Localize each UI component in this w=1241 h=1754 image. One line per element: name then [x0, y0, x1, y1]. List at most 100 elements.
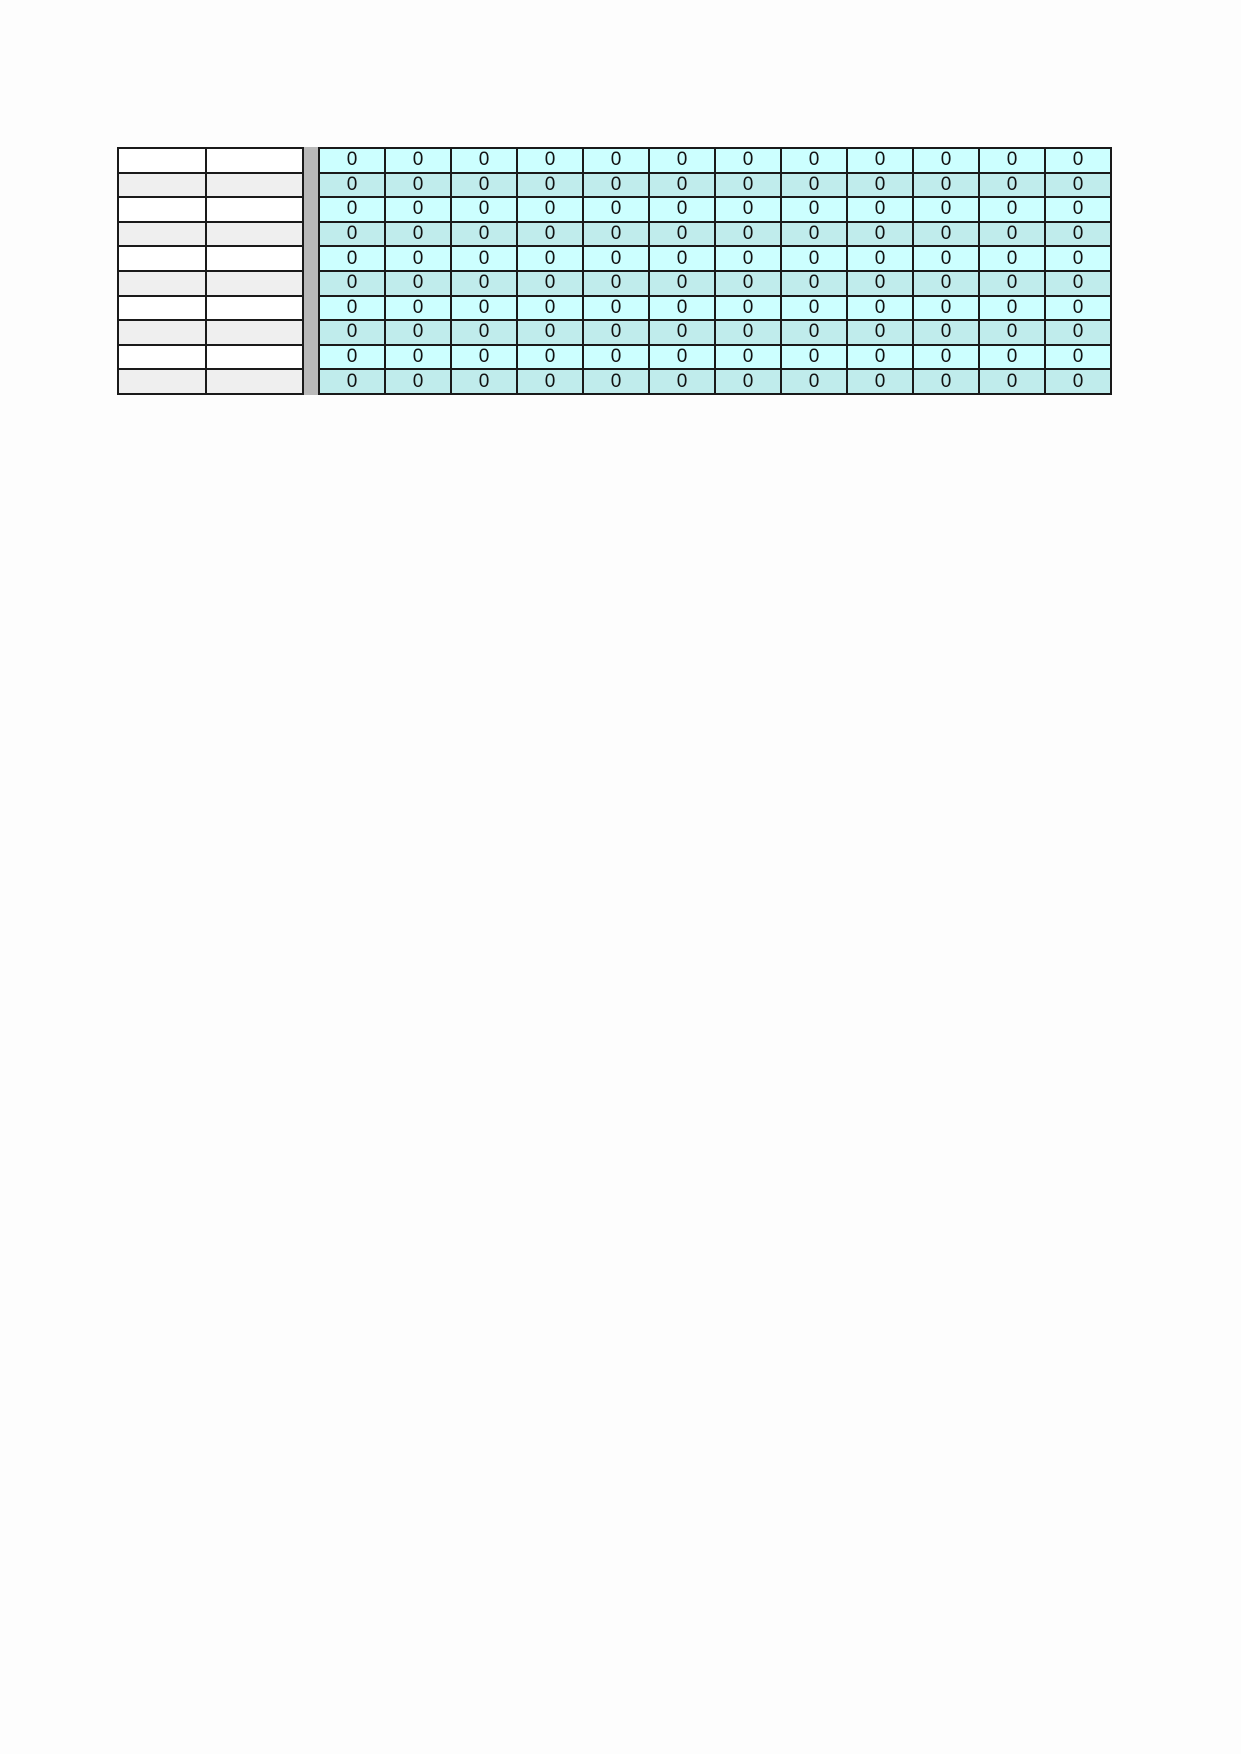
- value-cell[interactable]: 0: [582, 220, 650, 248]
- value-cell[interactable]: 0: [450, 294, 518, 322]
- value-cell[interactable]: 0: [516, 319, 584, 346]
- value-cell[interactable]: 0: [318, 147, 386, 174]
- value-cell[interactable]: 0: [1044, 220, 1112, 248]
- value-cell[interactable]: 0: [318, 196, 386, 223]
- value-cell[interactable]: 0: [912, 294, 980, 322]
- value-cell[interactable]: 0: [648, 220, 716, 248]
- value-cell[interactable]: 0: [780, 171, 848, 199]
- value-cell[interactable]: 0: [1044, 147, 1112, 174]
- value-cell[interactable]: 0: [516, 343, 584, 371]
- value-cell[interactable]: 0: [714, 196, 782, 223]
- label-cell[interactable]: [117, 245, 207, 272]
- value-cell[interactable]: 0: [450, 147, 518, 174]
- label-cell[interactable]: [205, 147, 304, 174]
- value-cell[interactable]: 0: [780, 368, 848, 395]
- value-cell[interactable]: 0: [846, 147, 914, 174]
- label-cell[interactable]: [117, 368, 207, 395]
- value-cell[interactable]: 0: [714, 220, 782, 248]
- value-cell[interactable]: 0: [714, 294, 782, 322]
- label-cell[interactable]: [205, 245, 304, 272]
- value-cell[interactable]: 0: [582, 245, 650, 272]
- value-cell[interactable]: 0: [714, 171, 782, 199]
- value-cell[interactable]: 0: [582, 294, 650, 322]
- value-cell[interactable]: 0: [714, 319, 782, 346]
- value-cell[interactable]: 0: [648, 294, 716, 322]
- value-cell[interactable]: 0: [912, 245, 980, 272]
- value-cell[interactable]: 0: [978, 269, 1046, 297]
- value-cell[interactable]: 0: [978, 343, 1046, 371]
- value-cell[interactable]: 0: [318, 319, 386, 346]
- label-cell[interactable]: [117, 196, 207, 223]
- label-cell[interactable]: [205, 343, 304, 371]
- value-cell[interactable]: 0: [450, 269, 518, 297]
- label-cell[interactable]: [205, 171, 304, 199]
- value-cell[interactable]: 0: [648, 269, 716, 297]
- value-cell[interactable]: 0: [978, 319, 1046, 346]
- value-cell[interactable]: 0: [318, 220, 386, 248]
- value-cell[interactable]: 0: [384, 245, 452, 272]
- value-cell[interactable]: 0: [318, 171, 386, 199]
- value-cell[interactable]: 0: [318, 368, 386, 395]
- value-cell[interactable]: 0: [780, 196, 848, 223]
- value-cell[interactable]: 0: [978, 171, 1046, 199]
- value-cell[interactable]: 0: [978, 368, 1046, 395]
- value-cell[interactable]: 0: [384, 269, 452, 297]
- value-cell[interactable]: 0: [714, 343, 782, 371]
- value-cell[interactable]: 0: [846, 269, 914, 297]
- value-cell[interactable]: 0: [450, 319, 518, 346]
- label-cell[interactable]: [117, 319, 207, 346]
- value-cell[interactable]: 0: [318, 245, 386, 272]
- label-cell[interactable]: [205, 294, 304, 322]
- value-cell[interactable]: 0: [978, 147, 1046, 174]
- value-cell[interactable]: 0: [384, 294, 452, 322]
- value-cell[interactable]: 0: [582, 269, 650, 297]
- label-cell[interactable]: [117, 171, 207, 199]
- value-cell[interactable]: 0: [648, 368, 716, 395]
- value-cell[interactable]: 0: [582, 343, 650, 371]
- value-cell[interactable]: 0: [582, 368, 650, 395]
- value-cell[interactable]: 0: [912, 196, 980, 223]
- value-cell[interactable]: 0: [450, 368, 518, 395]
- label-cell[interactable]: [117, 220, 207, 248]
- value-cell[interactable]: 0: [516, 147, 584, 174]
- value-cell[interactable]: 0: [450, 196, 518, 223]
- value-cell[interactable]: 0: [912, 343, 980, 371]
- label-cell[interactable]: [117, 294, 207, 322]
- value-cell[interactable]: 0: [846, 171, 914, 199]
- value-cell[interactable]: 0: [384, 147, 452, 174]
- value-cell[interactable]: 0: [582, 147, 650, 174]
- value-cell[interactable]: 0: [384, 196, 452, 223]
- value-cell[interactable]: 0: [384, 171, 452, 199]
- label-cell[interactable]: [117, 269, 207, 297]
- value-cell[interactable]: 0: [516, 220, 584, 248]
- value-cell[interactable]: 0: [846, 245, 914, 272]
- value-cell[interactable]: 0: [384, 343, 452, 371]
- value-cell[interactable]: 0: [450, 171, 518, 199]
- value-cell[interactable]: 0: [714, 147, 782, 174]
- value-cell[interactable]: 0: [648, 196, 716, 223]
- label-cell[interactable]: [205, 220, 304, 248]
- value-cell[interactable]: 0: [780, 147, 848, 174]
- value-cell[interactable]: 0: [978, 245, 1046, 272]
- value-cell[interactable]: 0: [780, 220, 848, 248]
- value-cell[interactable]: 0: [978, 220, 1046, 248]
- value-cell[interactable]: 0: [846, 343, 914, 371]
- value-cell[interactable]: 0: [582, 196, 650, 223]
- value-cell[interactable]: 0: [516, 196, 584, 223]
- value-cell[interactable]: 0: [1044, 171, 1112, 199]
- value-cell[interactable]: 0: [450, 245, 518, 272]
- value-cell[interactable]: 0: [846, 319, 914, 346]
- value-cell[interactable]: 0: [384, 220, 452, 248]
- value-cell[interactable]: 0: [1044, 368, 1112, 395]
- value-cell[interactable]: 0: [318, 343, 386, 371]
- value-cell[interactable]: 0: [516, 245, 584, 272]
- value-cell[interactable]: 0: [846, 220, 914, 248]
- label-cell[interactable]: [205, 319, 304, 346]
- label-cell[interactable]: [117, 343, 207, 371]
- value-cell[interactable]: 0: [318, 269, 386, 297]
- value-cell[interactable]: 0: [516, 171, 584, 199]
- value-cell[interactable]: 0: [978, 294, 1046, 322]
- value-cell[interactable]: 0: [582, 319, 650, 346]
- value-cell[interactable]: 0: [1044, 196, 1112, 223]
- value-cell[interactable]: 0: [780, 319, 848, 346]
